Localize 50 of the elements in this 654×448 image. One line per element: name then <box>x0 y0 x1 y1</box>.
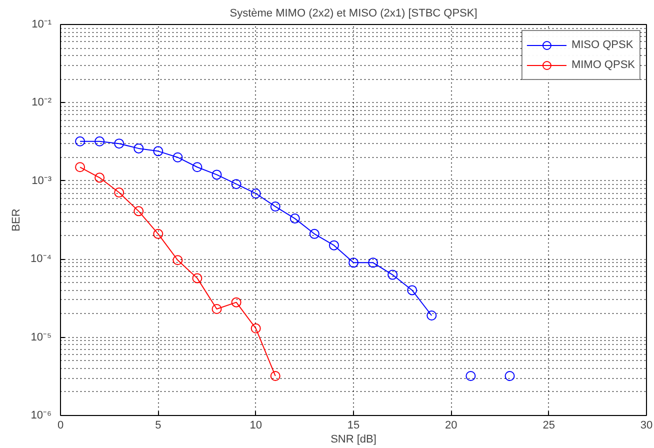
point <box>75 136 86 146</box>
point <box>388 270 398 280</box>
point <box>250 323 261 334</box>
point <box>426 310 437 320</box>
point <box>192 273 202 284</box>
x-tick-label: 5 <box>155 420 162 432</box>
point <box>348 258 358 268</box>
y-tick-label: 10⁻⁴ <box>30 253 52 266</box>
y-axis-title: BER <box>10 208 23 232</box>
point <box>231 297 242 308</box>
legend-label: MISO QPSK <box>571 39 634 51</box>
point <box>270 371 280 381</box>
point <box>368 258 378 268</box>
point <box>290 214 300 224</box>
legend-label: MIMO QPSK <box>571 59 635 71</box>
point <box>153 146 164 156</box>
point <box>309 228 320 239</box>
point <box>328 240 339 250</box>
point <box>94 172 105 183</box>
point <box>94 136 105 146</box>
x-axis-title: SNR [dB] <box>330 434 376 446</box>
point <box>407 285 418 296</box>
x-tick-label: 0 <box>57 420 64 432</box>
y-tick-label: 10⁻⁵ <box>30 331 52 344</box>
x-tick-label: 20 <box>445 420 458 432</box>
point <box>172 152 183 162</box>
point <box>134 206 144 216</box>
x-tick-label: 30 <box>640 420 653 432</box>
point <box>212 304 222 314</box>
y-tick-label: 10⁻¹ <box>32 18 52 30</box>
point <box>114 188 124 198</box>
point <box>192 162 202 172</box>
x-tick-label: 10 <box>250 420 262 432</box>
point <box>212 170 222 180</box>
chart-title: Système MIMO (2x2) et MISO (2x1) [STBC QPSK] <box>230 8 478 20</box>
point <box>153 228 164 239</box>
point <box>114 138 124 149</box>
point <box>172 255 183 266</box>
point <box>250 188 261 198</box>
point <box>466 371 476 381</box>
point <box>231 179 242 190</box>
point <box>270 202 280 212</box>
y-tick-label: 10⁻² <box>32 96 52 109</box>
x-tick-label: 25 <box>542 420 555 432</box>
y-tick-label: 10⁻³ <box>32 174 52 187</box>
point <box>504 371 515 381</box>
x-tick-label: 15 <box>347 420 360 432</box>
point <box>134 143 144 154</box>
point <box>75 162 86 172</box>
y-tick-label: 10⁻⁶ <box>30 410 52 422</box>
